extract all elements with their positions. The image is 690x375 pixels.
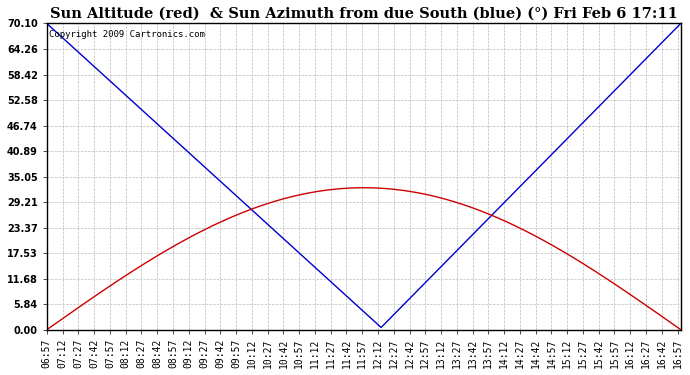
Title: Sun Altitude (red)  & Sun Azimuth from due South (blue) (°) Fri Feb 6 17:11: Sun Altitude (red) & Sun Azimuth from du… [50, 7, 678, 21]
Text: Copyright 2009 Cartronics.com: Copyright 2009 Cartronics.com [49, 30, 205, 39]
